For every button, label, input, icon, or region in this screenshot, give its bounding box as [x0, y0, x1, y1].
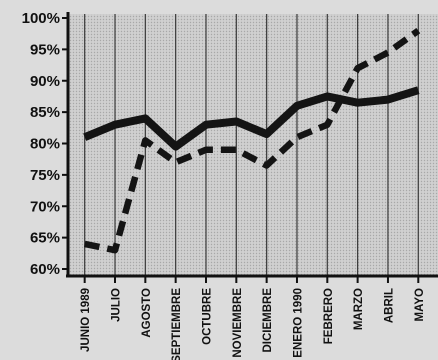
data-point	[265, 133, 267, 135]
data-point	[265, 164, 267, 166]
data-point	[387, 98, 389, 100]
y-axis-ticks: 100% 95% 90% 85% 80% 75% 70% 65% 60%	[22, 10, 68, 278]
x-tick-label: ABRIL	[383, 288, 395, 323]
x-axis-ticks: JUNIO 1989 JULIO AGOSTO SEPTIEMBRE OCTUBRE NO…	[80, 276, 426, 360]
data-point	[235, 149, 237, 151]
x-tick-label: FEBRERO	[323, 288, 335, 344]
y-tick-label: 100%	[22, 10, 60, 27]
y-tick-label: 95%	[30, 41, 60, 58]
data-point	[174, 145, 176, 147]
x-tick-label: MAYO	[414, 288, 426, 321]
dashed-series-line	[84, 27, 421, 254]
data-point	[144, 117, 146, 119]
data-point	[296, 136, 298, 138]
data-point	[83, 243, 85, 245]
x-tick-label: SEPTIEMBRE	[171, 288, 183, 360]
data-point	[205, 123, 207, 125]
solid-series-line	[83, 86, 420, 151]
x-tick-label: DICIEMBRE	[262, 288, 274, 353]
x-tick-label: MARZO	[353, 288, 365, 330]
data-point	[326, 123, 328, 125]
y-tick-label: 70%	[30, 198, 60, 215]
y-tick-label: 90%	[30, 73, 60, 90]
data-point	[144, 139, 146, 141]
series-lines	[83, 27, 421, 254]
x-tick-label: OCTUBRE	[201, 288, 213, 345]
data-point	[296, 105, 298, 107]
data-point	[417, 29, 419, 31]
y-tick-label: 75%	[30, 167, 60, 184]
y-tick-label: 65%	[30, 230, 60, 247]
data-point	[174, 161, 176, 163]
x-tick-label: JUNIO 1989	[80, 288, 92, 352]
data-point	[326, 95, 328, 97]
y-tick-label: 80%	[30, 136, 60, 153]
data-point	[83, 136, 85, 138]
data-point	[356, 102, 358, 104]
x-tick-label: ENERO 1990	[292, 288, 304, 358]
y-tick-label: 60%	[30, 261, 60, 278]
y-tick-label: 85%	[30, 104, 60, 121]
x-tick-label: JULIO	[111, 288, 123, 322]
data-point	[114, 249, 116, 251]
data-point	[387, 51, 389, 53]
data-point	[205, 149, 207, 151]
data-point	[356, 67, 358, 69]
data-point	[235, 120, 237, 122]
x-tick-label: NOVIEMBRE	[232, 288, 244, 358]
data-point	[114, 123, 116, 125]
data-point	[417, 89, 419, 91]
x-tick-label: AGOSTO	[141, 288, 153, 338]
